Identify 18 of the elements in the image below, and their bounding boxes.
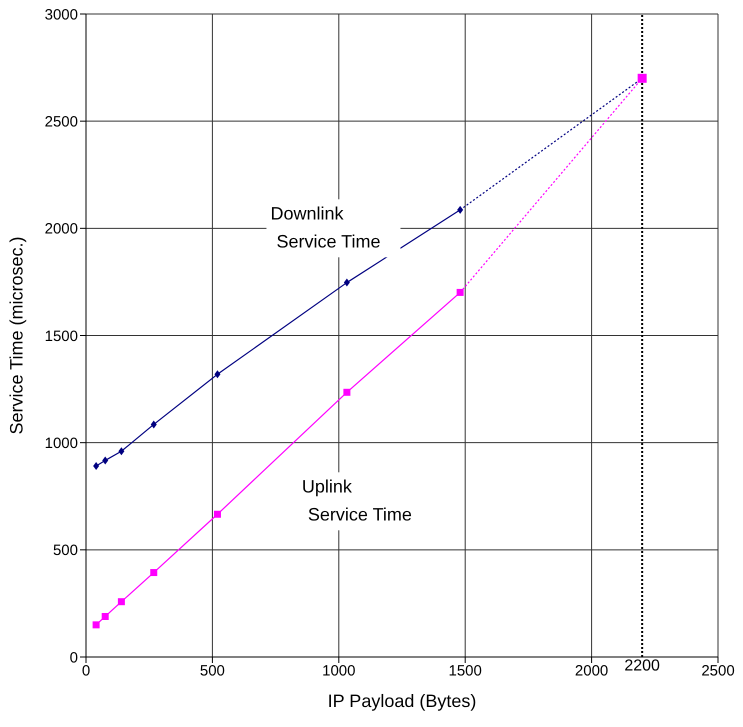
x-tick-label: 2500 [701,662,735,680]
y-tick-label: 1500 [44,328,78,345]
series-label: Downlink Service Time [270,203,380,252]
x-axis-title: IP Payload (Bytes) [328,691,476,711]
x-tick-label: 1500 [448,662,482,680]
ref-line-label: 2200 [624,657,660,674]
x-tick-label: 0 [82,662,90,680]
y-tick-label: 1000 [44,434,78,452]
y-tick-label: 500 [52,542,78,560]
x-tick-label: 500 [200,662,225,680]
series-label: Uplink Service Time [302,476,412,524]
x-tick-label: 2000 [574,662,608,680]
y-tick-label: 2500 [44,113,78,130]
y-axis-title: Service Time (microsec.) [6,236,26,435]
y-tick-label: 2000 [44,220,78,238]
x-tick-label: 1000 [322,662,356,680]
y-tick-label: 3000 [44,6,78,24]
y-tick-label: 0 [70,649,78,666]
